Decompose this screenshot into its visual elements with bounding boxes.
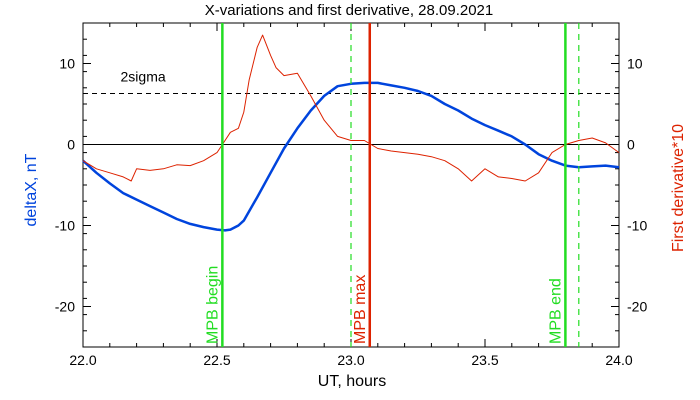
y-tick-label-left: 0: [67, 137, 75, 153]
y-tick-label-left: -10: [55, 218, 75, 234]
x-tick-label: 22.5: [203, 352, 230, 368]
two-sigma-label: 2sigma: [121, 68, 166, 84]
plot-area: 22.0 22.5 23.0 23.5 24.0 10 0 -10 -20 10 0 -10 -20 2s…: [55, 22, 647, 368]
x-axis-label: UT, hours: [318, 373, 386, 390]
derivative-series-line: [82, 34, 620, 182]
y-tick-label-right: -20: [627, 299, 647, 315]
chart-title: X-variations and first derivative, 28.09…: [205, 2, 494, 19]
y-tick-label-left: 10: [59, 56, 75, 72]
marker-label: MPB begin: [204, 266, 221, 344]
deltax-series-line: [82, 81, 620, 232]
x-tick-label: 23.5: [471, 352, 498, 368]
y-tick-label-right: 10: [627, 56, 643, 72]
y-tick-label-right: -10: [627, 218, 647, 234]
x-tick-label: 24.0: [605, 352, 632, 368]
marker-label: MPB end: [547, 278, 564, 344]
marker-label: MPB max: [352, 275, 369, 344]
x-tick-label: 22.0: [69, 352, 96, 368]
y-tick-label-left: -20: [55, 299, 75, 315]
y-axis-label-right: First derivative*10: [670, 124, 687, 252]
y-axis-label-left: deltaX, nT: [23, 153, 40, 226]
y-tick-label-right: 0: [627, 137, 635, 153]
x-tick-label: 23.0: [337, 352, 364, 368]
